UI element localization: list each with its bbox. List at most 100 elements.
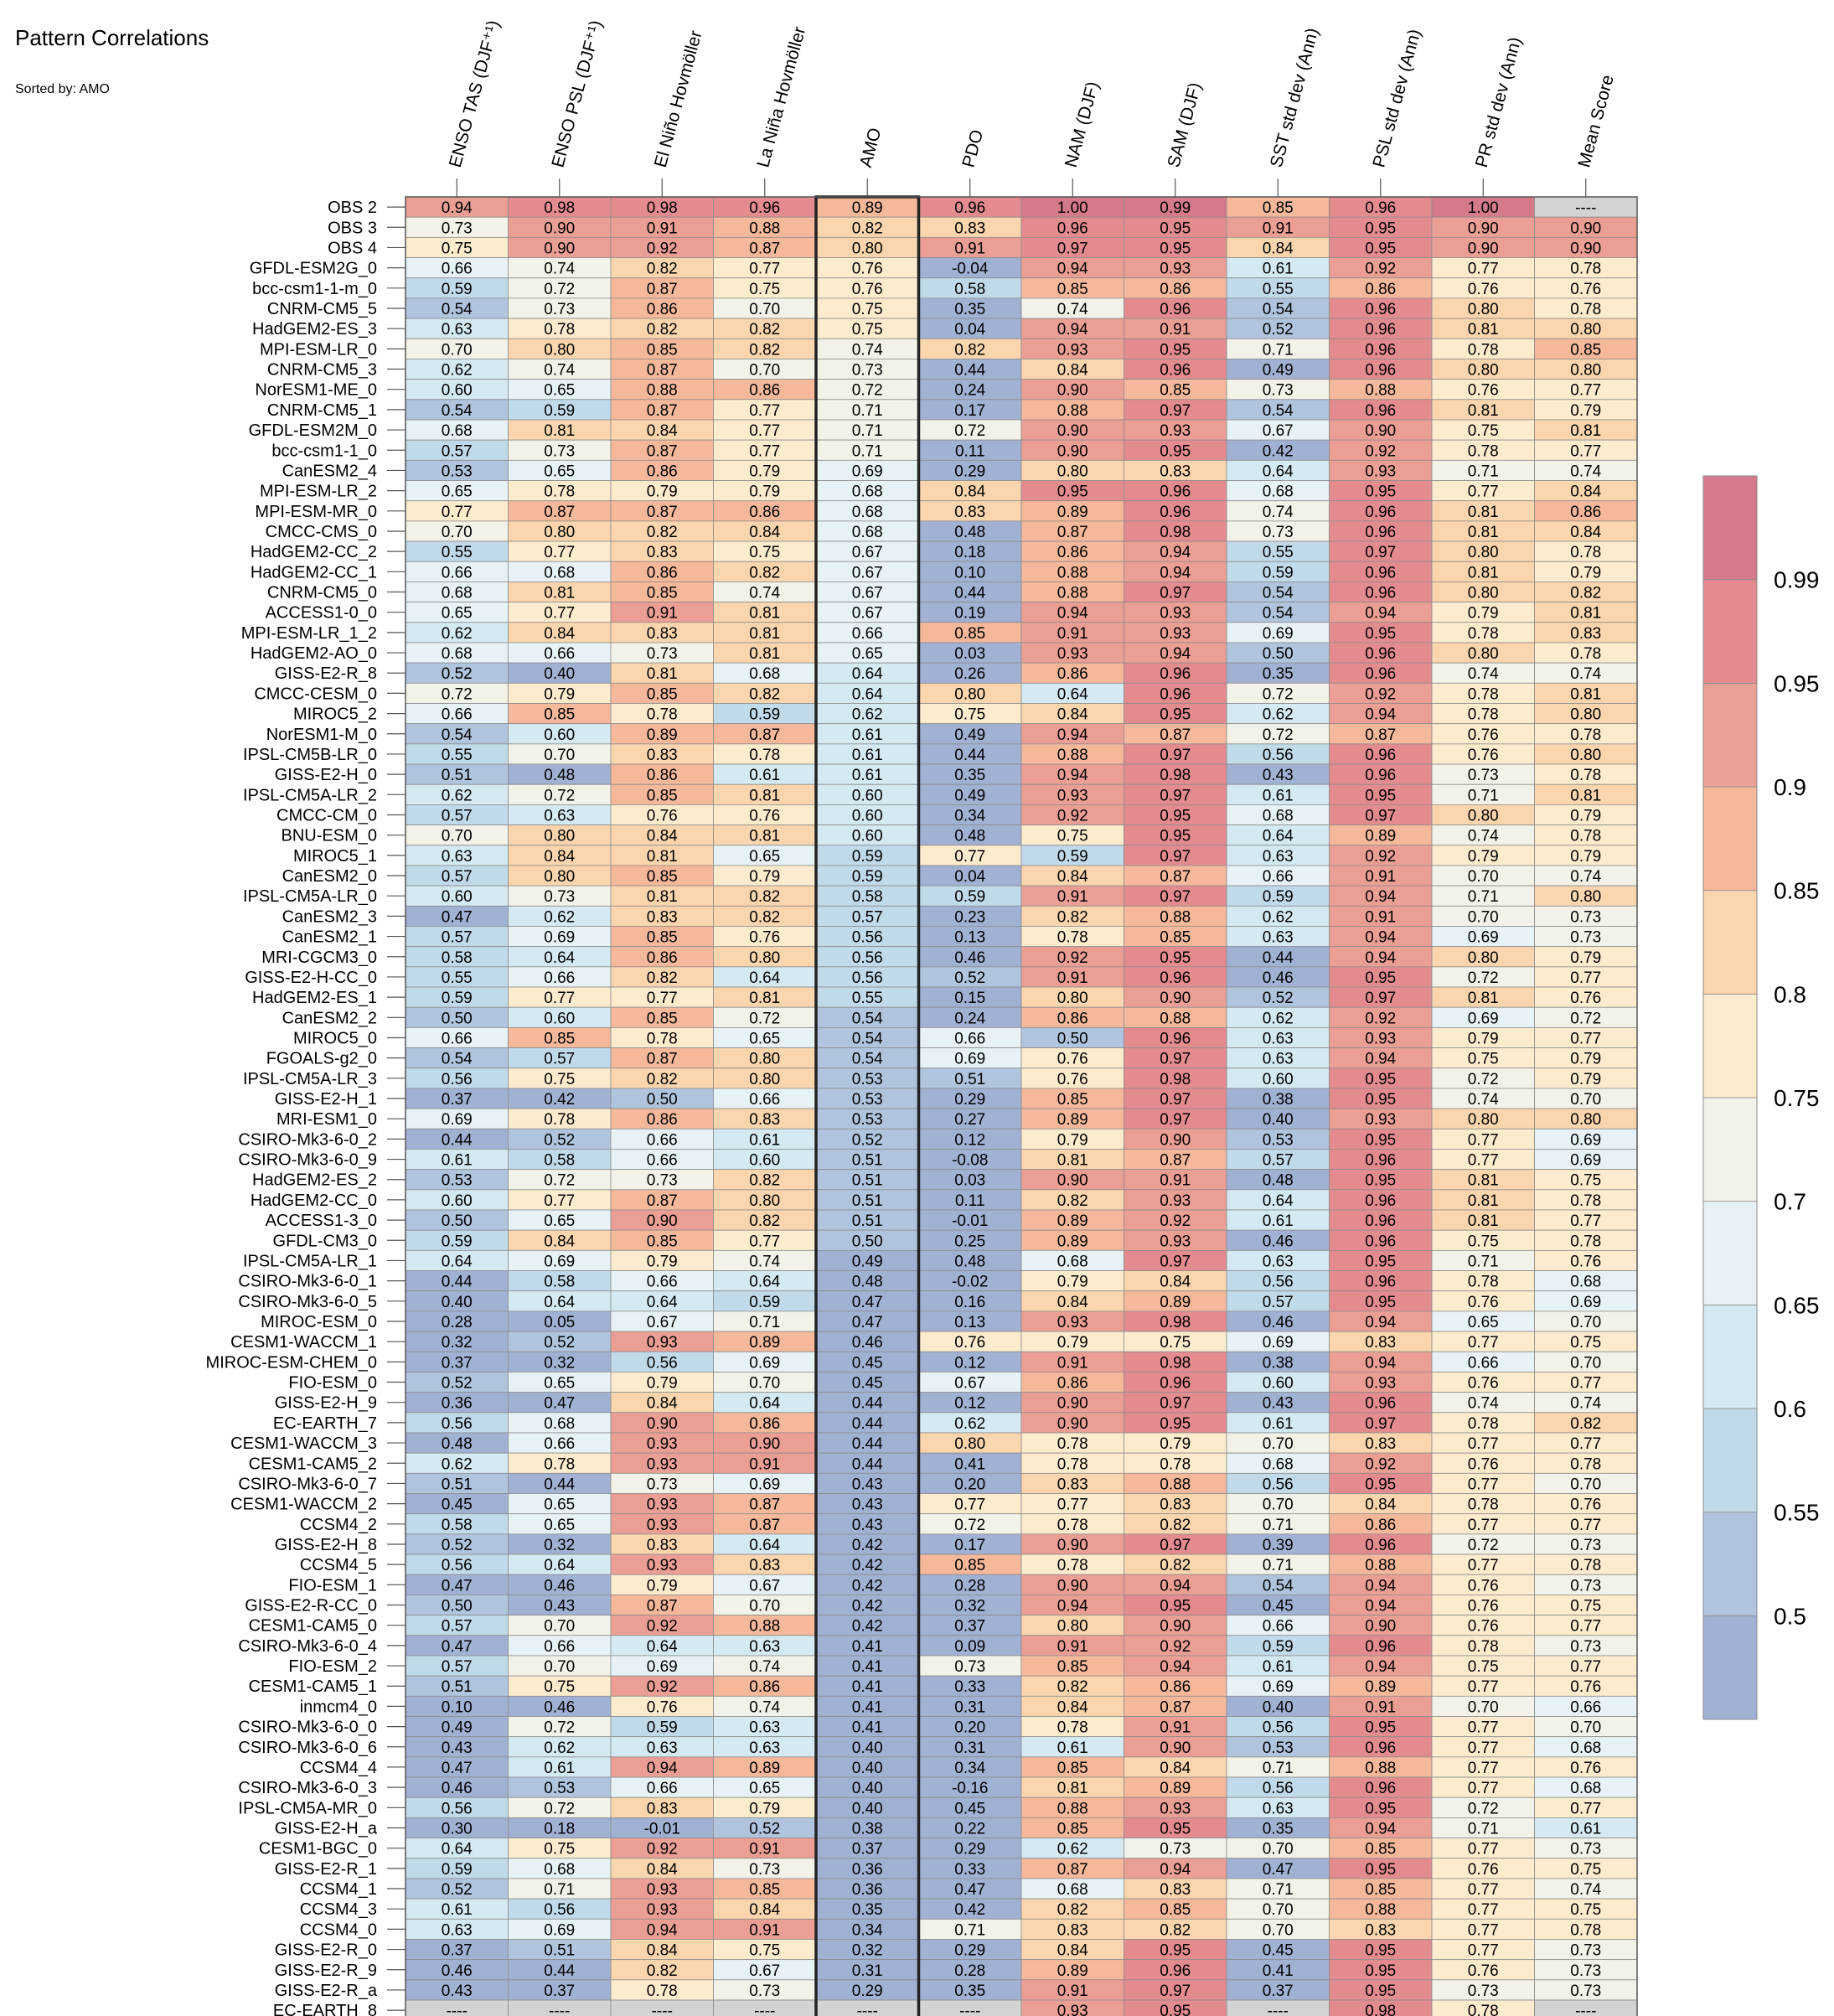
cell-value: 0.69: [1570, 1152, 1601, 1170]
row-label: CSIRO-Mk3-6-0_4: [238, 1637, 377, 1656]
cell-value: 0.54: [852, 1051, 883, 1068]
heatmap-cell: [610, 763, 714, 785]
cell-value: 0.81: [1057, 1780, 1088, 1797]
cell-value: 0.44: [1263, 949, 1294, 967]
cell-value: 0.78: [1468, 706, 1499, 724]
cell-value: 0.37: [544, 1982, 575, 2000]
cell-value: 0.66: [442, 706, 473, 724]
cell-value: 0.91: [1057, 969, 1088, 987]
cell-value: 0.72: [544, 1172, 575, 1190]
cell-value: 0.76: [749, 929, 780, 947]
cell-value: 0.77: [1468, 1739, 1499, 1757]
heatmap-cell: [1329, 459, 1433, 481]
cell-value: 0.88: [1057, 402, 1088, 420]
cell-value: ----: [959, 2003, 980, 2016]
cell-value: 0.95: [1365, 1476, 1396, 1493]
cell-value: 0.89: [1365, 1678, 1396, 1696]
heatmap-cell: [508, 1149, 612, 1171]
heatmap-cell: [405, 540, 509, 562]
heatmap-cell: [1020, 1189, 1124, 1211]
cell-value: 0.64: [852, 685, 883, 703]
cell-value: 0.77: [749, 402, 780, 420]
cell-value: 0.95: [1160, 706, 1191, 724]
cell-value: 0.81: [647, 888, 678, 906]
cell-value: 0.34: [954, 807, 985, 824]
cell-value: 0.68: [1570, 1780, 1601, 1797]
cell-value: 0.80: [1570, 321, 1601, 339]
cell-value: 0.51: [852, 1212, 883, 1230]
row-label: CCSM4_0: [300, 1920, 377, 1939]
cell-value: 0.48: [852, 1274, 883, 1291]
cell-value: 0.82: [647, 321, 678, 339]
cell-value: 0.71: [1263, 1517, 1294, 1534]
row-label: EC-EARTH_8: [273, 2002, 377, 2016]
heatmap-cell: [713, 379, 817, 401]
heatmap-cell: [1020, 804, 1124, 825]
cell-value: 0.62: [852, 706, 883, 724]
cell-value: 0.50: [442, 1598, 473, 1615]
cell-value: 0.79: [1057, 1131, 1088, 1149]
row-label: IPSL-CM5A-LR_1: [243, 1252, 377, 1270]
cell-value: 0.93: [1057, 787, 1088, 804]
heatmap-cell: [1431, 582, 1535, 602]
heatmap-cell: [713, 905, 817, 927]
heatmap-cell: [610, 1189, 714, 1211]
cell-value: 0.74: [1263, 504, 1294, 521]
heatmap-cell: [1020, 1088, 1124, 1109]
cell-value: 0.73: [1570, 929, 1601, 947]
cell-value: 0.79: [1057, 1334, 1088, 1352]
cell-value: 0.76: [647, 807, 678, 824]
row-label: CCSM4_3: [300, 1900, 377, 1919]
cell-value: 0.97: [1365, 1415, 1396, 1433]
cell-value: 0.87: [647, 362, 678, 380]
cell-value: 0.94: [1160, 1577, 1191, 1595]
cell-value: 0.12: [954, 1395, 985, 1413]
cell-value: 0.96: [1365, 524, 1396, 541]
cell-value: 0.46: [954, 949, 985, 967]
cell-value: 0.96: [1160, 483, 1191, 501]
cell-value: 0.76: [1570, 1760, 1601, 1777]
cell-value: 0.85: [1570, 341, 1601, 359]
cell-value: 0.77: [1057, 1496, 1088, 1514]
cell-value: 0.61: [1570, 1820, 1601, 1838]
cell-value: 0.85: [647, 341, 678, 359]
heatmap-cell: [508, 926, 612, 948]
cell-value: 0.90: [749, 1435, 780, 1453]
cell-value: 0.56: [852, 929, 883, 947]
cell-value: 0.76: [1468, 726, 1499, 744]
cell-value: 0.87: [647, 442, 678, 460]
cell-value: 0.94: [1365, 1314, 1396, 1331]
cell-value: 1.00: [1057, 199, 1088, 217]
cell-value: 0.51: [852, 1152, 883, 1170]
cell-value: 0.72: [954, 422, 985, 440]
heatmap-cell: [508, 379, 612, 401]
heatmap-cell: [1020, 359, 1124, 380]
cell-value: 0.77: [1468, 1881, 1499, 1899]
cell-value: 0.94: [1160, 564, 1191, 582]
cell-value: 0.79: [1468, 605, 1499, 623]
cell-value: 0.73: [1468, 767, 1499, 784]
cell-value: 0.80: [1057, 463, 1088, 480]
heatmap-cell: [1020, 257, 1124, 279]
cell-value: 0.97: [1160, 1537, 1191, 1554]
heatmap-cell: [713, 1067, 817, 1089]
cell-value: 0.04: [954, 868, 985, 886]
cell-value: 0.92: [1365, 442, 1396, 460]
cell-value: 0.88: [1057, 747, 1088, 764]
cell-value: 0.75: [852, 301, 883, 318]
row-label: CSIRO-Mk3-6-0_1: [238, 1273, 377, 1291]
heatmap-cell: [405, 419, 509, 441]
heatmap-cell: [713, 1128, 817, 1150]
cell-value: 0.89: [1057, 1212, 1088, 1230]
heatmap-cell: [508, 216, 612, 238]
heatmap-cell: [610, 905, 714, 927]
cell-value: 0.86: [1160, 281, 1191, 298]
cell-value: 0.79: [749, 483, 780, 501]
cell-value: 0.70: [1570, 1354, 1601, 1372]
cell-value: 0.66: [442, 261, 473, 278]
row-label: CanESM2_4: [282, 462, 377, 480]
heatmap-cell: [1431, 966, 1535, 988]
heatmap-cell: [918, 1169, 1022, 1191]
cell-value: 0.94: [1365, 706, 1396, 724]
row-label: CESM1-WACCM_1: [230, 1333, 377, 1352]
